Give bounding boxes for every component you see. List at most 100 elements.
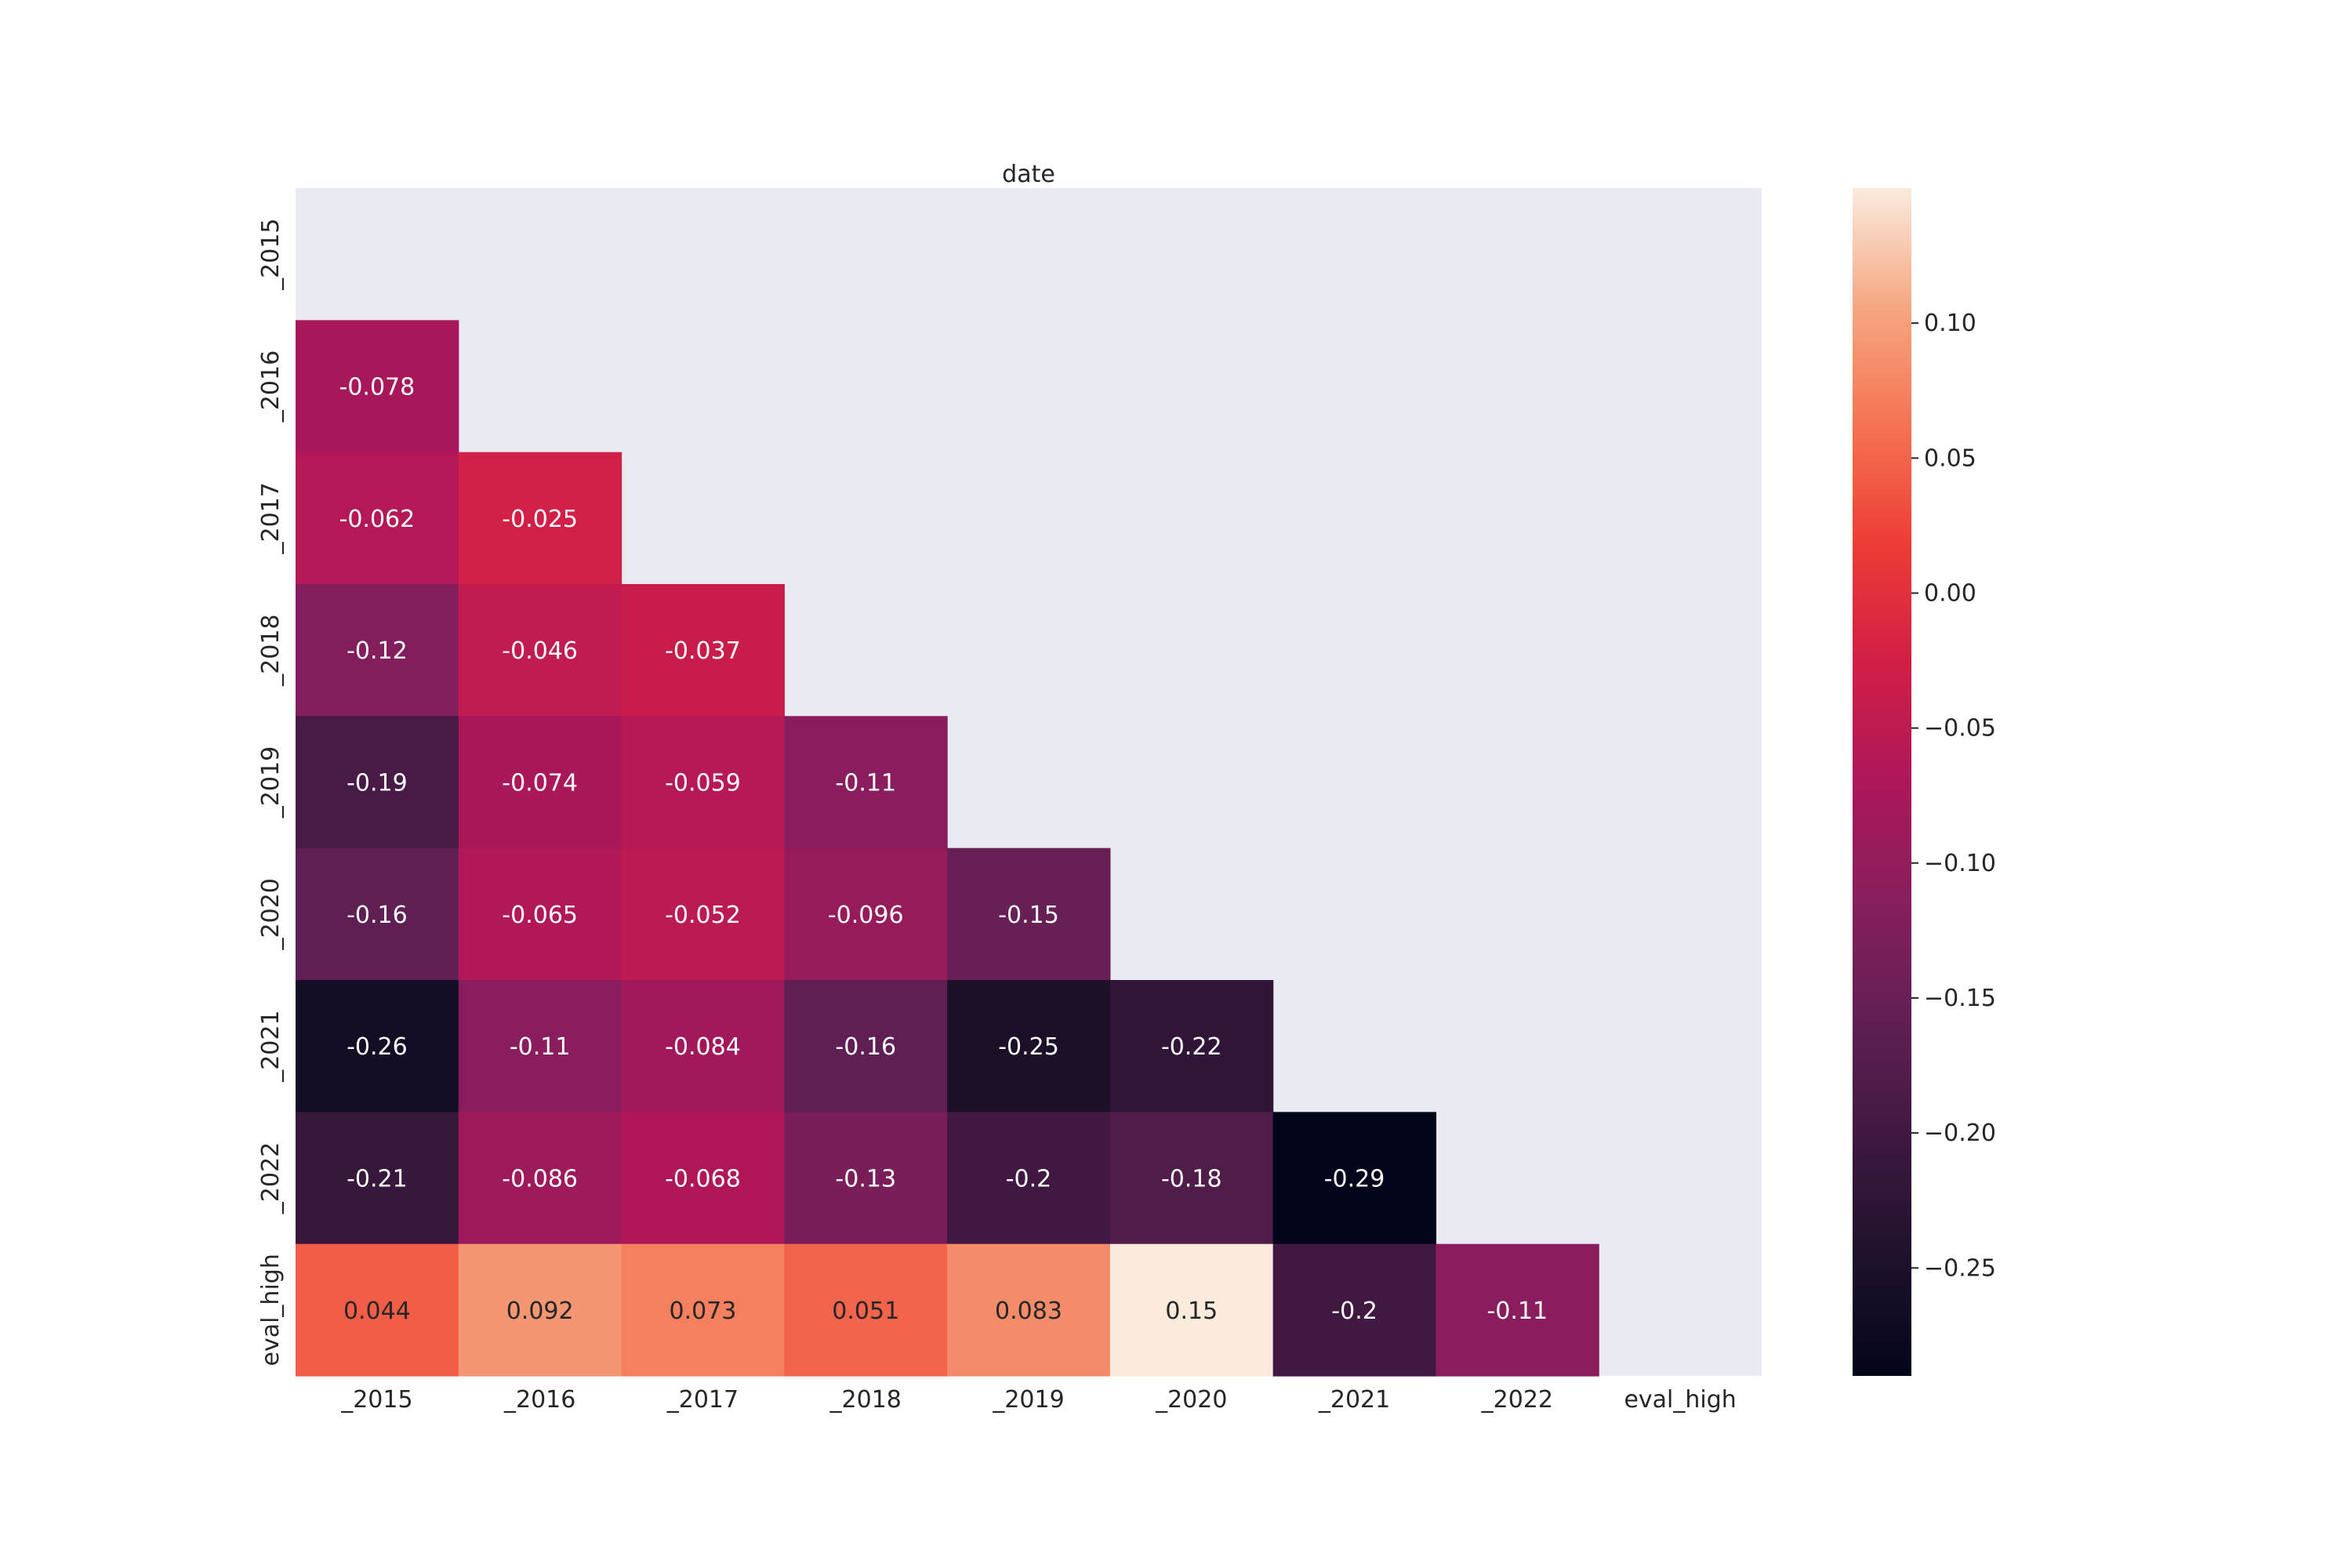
- heatmap-cell: [947, 1243, 1111, 1377]
- heatmap-cell: [296, 1243, 459, 1377]
- heatmap-cell: [784, 716, 948, 849]
- heatmap-value-labels: -0.078 -0.062 -0.025 -0.12 -0.046 -0.037 -0.19…: [339, 374, 1548, 1325]
- cell-value-label: -0.2: [1331, 1298, 1377, 1325]
- x-tick-label: _2018: [829, 1386, 902, 1414]
- y-axis-tick-labels: _2015 _2016 _2017 _2018 _2019 _2020 _2021 _2022…: [257, 218, 285, 1366]
- cell-value-label: -0.11: [510, 1033, 571, 1061]
- cell-value-label: -0.086: [502, 1166, 578, 1193]
- cell-value-label: 0.083: [995, 1298, 1062, 1325]
- heatmap-cell: [784, 1243, 948, 1377]
- colorbar-tick-label: −0.10: [1924, 850, 1996, 877]
- heatmap-cell: [458, 452, 622, 585]
- x-tick-label: _2021: [1318, 1386, 1390, 1414]
- heatmap-cell: [458, 848, 622, 981]
- heatmap-cell: [458, 584, 622, 717]
- heatmap-cell: [621, 848, 785, 981]
- colorbar-tick-label: −0.15: [1924, 985, 1996, 1012]
- heatmap-cells: [296, 320, 1599, 1377]
- cell-value-label: -0.037: [665, 637, 741, 665]
- x-tick-label: _2017: [666, 1386, 739, 1414]
- heatmap-cell: [784, 980, 948, 1112]
- heatmap-cell: [784, 1112, 948, 1245]
- colorbar-ticks: 0.10 0.05 0.00 −0.05 −0.10 −0.15 −0.20 −0.25: [1911, 310, 1996, 1282]
- colorbar: [1853, 188, 1911, 1376]
- cell-value-label: 0.092: [506, 1298, 574, 1325]
- heatmap-cell: [1436, 1243, 1599, 1377]
- cell-value-label: -0.25: [998, 1033, 1059, 1061]
- heatmap-cell: [947, 1112, 1111, 1245]
- y-tick-label: _2018: [257, 614, 285, 686]
- heatmap-cell: [458, 1243, 622, 1377]
- cell-value-label: -0.046: [502, 637, 578, 665]
- y-tick-label: _2022: [257, 1142, 285, 1214]
- colorbar-tick-label: −0.25: [1924, 1254, 1996, 1282]
- colorbar-tick-label: 0.10: [1924, 310, 1976, 337]
- x-tick-label: _2020: [1155, 1386, 1227, 1414]
- heatmap-cell: [947, 848, 1111, 981]
- heatmap-cell: [621, 716, 785, 849]
- cell-value-label: -0.16: [347, 902, 408, 929]
- y-tick-label: _2015: [257, 218, 285, 290]
- cell-value-label: -0.065: [502, 902, 578, 929]
- heatmap-cell: [296, 848, 459, 981]
- x-axis-tick-labels: _2015 _2016 _2017 _2018 _2019 _2020 _2021 _2022…: [340, 1386, 1737, 1414]
- heatmap-cell: [1109, 1112, 1274, 1245]
- heatmap-cell: [458, 1112, 622, 1245]
- cell-value-label: -0.11: [1487, 1298, 1548, 1325]
- cell-value-label: -0.13: [835, 1166, 896, 1193]
- heatmap-cell: [296, 716, 459, 849]
- cell-value-label: -0.078: [339, 374, 416, 401]
- y-tick-label: _2017: [257, 482, 285, 554]
- cell-value-label: -0.18: [1161, 1166, 1222, 1193]
- heatmap-cell: [621, 584, 785, 717]
- x-tick-label: _2016: [503, 1386, 575, 1414]
- cell-value-label: -0.068: [665, 1166, 741, 1193]
- heatmap-cell: [458, 980, 622, 1112]
- x-tick-label: _2015: [340, 1386, 412, 1414]
- cell-value-label: -0.26: [347, 1033, 408, 1061]
- y-tick-label: eval_high: [257, 1254, 285, 1366]
- y-tick-label: _2021: [257, 1010, 285, 1082]
- heatmap-cell: [296, 320, 459, 453]
- heatmap-cell: [621, 980, 785, 1112]
- cell-value-label: 0.073: [669, 1298, 736, 1325]
- heatmap-cell: [621, 1112, 785, 1245]
- cell-value-label: -0.2: [1006, 1166, 1052, 1193]
- heatmap-cell: [296, 1112, 459, 1245]
- x-tick-label: eval_high: [1624, 1386, 1736, 1414]
- x-tick-label: _2019: [992, 1386, 1064, 1414]
- cell-value-label: -0.059: [665, 770, 741, 797]
- heatmap-cell: [296, 584, 459, 717]
- cell-value-label: -0.074: [502, 770, 578, 797]
- cell-value-label: -0.19: [347, 770, 408, 797]
- colorbar-tick-label: 0.00: [1924, 579, 1976, 607]
- cell-value-label: -0.11: [835, 770, 896, 797]
- cell-value-label: -0.096: [828, 902, 904, 929]
- heatmap-cell: [621, 1243, 785, 1377]
- heatmap-cell: [1272, 1112, 1437, 1245]
- y-tick-label: _2019: [257, 746, 285, 818]
- cell-value-label: -0.29: [1324, 1166, 1385, 1193]
- cell-value-label: -0.052: [665, 902, 741, 929]
- heatmap-cell: [458, 716, 622, 849]
- heatmap-cell: [947, 980, 1111, 1112]
- cell-value-label: -0.084: [665, 1033, 741, 1061]
- cell-value-label: -0.12: [347, 637, 408, 665]
- heatmap-cell: [784, 848, 948, 981]
- cell-value-label: 0.051: [832, 1298, 899, 1325]
- heatmap-cell: [1272, 1243, 1437, 1377]
- cell-value-label: 0.044: [343, 1298, 411, 1325]
- heatmap-cell: [296, 452, 459, 585]
- colorbar-tick-label: −0.05: [1924, 715, 1996, 742]
- colorbar-tick-label: 0.05: [1924, 445, 1976, 472]
- x-tick-label: _2022: [1481, 1386, 1553, 1414]
- chart-title: date: [1002, 161, 1055, 188]
- heatmap-cell: [296, 980, 459, 1112]
- cell-value-label: -0.21: [347, 1166, 408, 1193]
- cell-value-label: -0.16: [835, 1033, 896, 1061]
- cell-value-label: -0.062: [339, 506, 416, 533]
- colorbar-tick-label: −0.20: [1924, 1120, 1996, 1147]
- cell-value-label: -0.025: [502, 506, 578, 533]
- heatmap-cell: [1109, 1243, 1274, 1377]
